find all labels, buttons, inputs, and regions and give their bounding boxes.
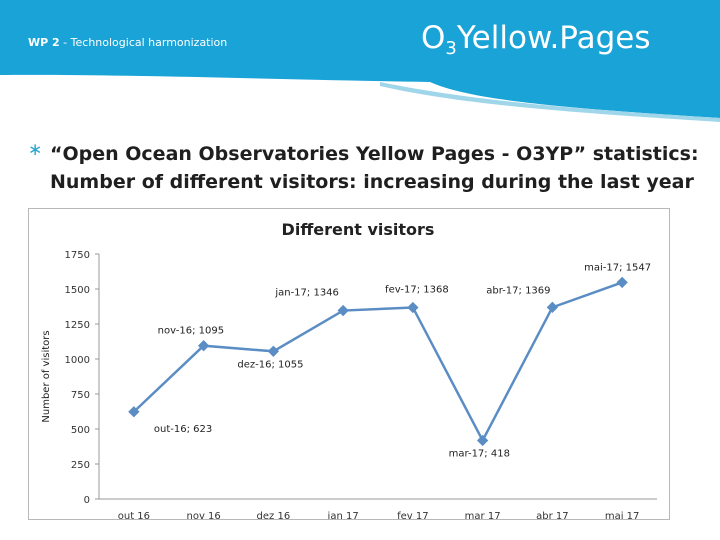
y-tick-label: 1000	[65, 355, 90, 366]
y-tick-label: 250	[71, 460, 90, 471]
data-point	[476, 434, 489, 447]
x-tick-label: out 16	[118, 511, 150, 519]
x-tick-label: fev 17	[397, 511, 429, 519]
data-label: mai-17; 1547	[584, 262, 651, 273]
header-banner	[0, 0, 720, 122]
brand-title: O3Yellow.Pages	[421, 20, 651, 59]
x-tick-label: mar 17	[465, 511, 501, 519]
brand-subscript: 3	[445, 38, 457, 59]
data-label: abr-17; 1369	[486, 285, 550, 296]
bullet-line-2: Number of different visitors: increasing…	[50, 171, 694, 193]
data-point	[197, 340, 210, 352]
data-point	[546, 301, 559, 313]
y-tick-label: 750	[71, 390, 90, 401]
y-axis-label: Number of visitors	[41, 330, 52, 422]
workpackage-subtitle: - Technological harmonization	[59, 36, 228, 49]
x-tick-label: nov 16	[186, 511, 220, 519]
data-point	[407, 301, 419, 314]
bullet-line-1: “Open Ocean Observatories Yellow Pages -…	[50, 143, 699, 165]
x-tick-label: abr 17	[536, 511, 569, 519]
slide-header: WP 2 - Technological harmonization O3Yel…	[0, 0, 720, 125]
y-tick-label: 1250	[65, 320, 90, 331]
brand-main: O	[421, 20, 446, 56]
workpackage-id: WP 2	[28, 36, 60, 49]
y-tick-label: 0	[84, 495, 90, 506]
y-tick-label: 1500	[65, 285, 90, 296]
data-point	[267, 345, 280, 357]
brand-rest: Yellow.Pages	[456, 20, 651, 56]
x-tick-label: jan 17	[327, 511, 359, 519]
chart-container: Different visitors Number of visitors 0 250…	[28, 208, 670, 520]
chart-title: Different visitors	[282, 220, 435, 239]
data-point	[616, 276, 628, 289]
data-label: fev-17; 1368	[385, 284, 449, 295]
series-line	[133, 281, 623, 444]
y-tick-label: 500	[71, 425, 90, 436]
data-label: mar-17; 418	[449, 448, 510, 459]
data-label: out-16; 623	[154, 424, 212, 435]
bullet-star-icon: ∗	[28, 140, 43, 160]
bullet-text: “Open Ocean Observatories Yellow Pages -…	[50, 140, 710, 196]
data-label: nov-16; 1095	[158, 326, 224, 337]
x-tick-label: dez 16	[257, 511, 291, 519]
data-point	[337, 304, 349, 317]
workpackage-label: WP 2 - Technological harmonization	[28, 36, 227, 49]
data-label: dez-16; 1055	[237, 359, 303, 370]
data-label: jan-17; 1346	[274, 288, 339, 299]
y-tick-label: 1750	[65, 250, 90, 261]
line-chart: Different visitors Number of visitors 0 250…	[41, 220, 657, 519]
x-tick-label: mai 17	[605, 511, 640, 519]
